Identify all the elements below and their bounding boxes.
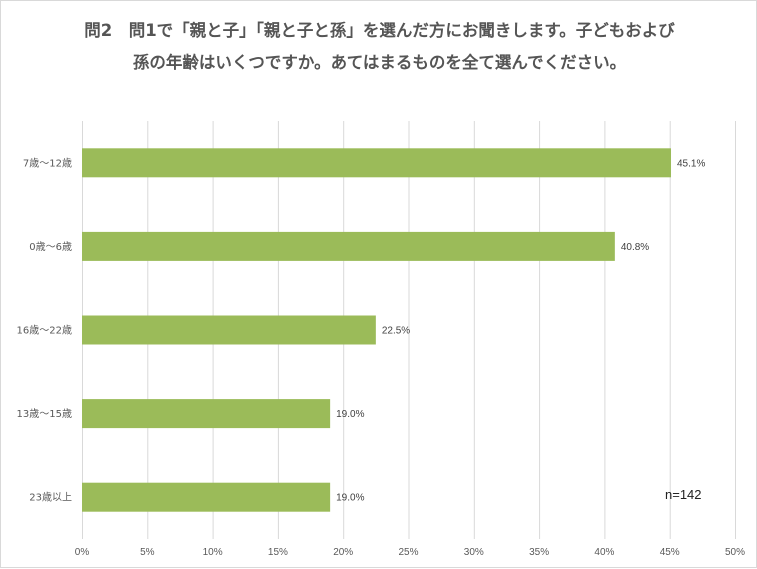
- bar-data-label: 45.1%: [677, 158, 705, 169]
- x-tick-label: 40%: [594, 547, 614, 558]
- x-tick-label: 45%: [660, 547, 680, 558]
- category-label: 23歳以上: [29, 492, 72, 504]
- x-tick-label: 5%: [140, 547, 155, 558]
- chart-title-line-2: 孫の年齢はいくつですか。あてはまるものを全て選んでください。: [132, 53, 627, 72]
- x-tick-label: 20%: [333, 547, 353, 558]
- bar: [82, 315, 376, 345]
- gridlines: [82, 121, 736, 539]
- category-label: 7歳～12歳: [23, 157, 72, 169]
- bar-data-label: 19.0%: [336, 409, 364, 420]
- category-label: 16歳～22歳: [17, 325, 72, 337]
- bar: [82, 148, 672, 178]
- x-tick-label: 0%: [75, 547, 90, 558]
- chart-title-line-1: 問2 問1で「親と子」「親と子と孫」を選んだ方にお聞きします。子どもおよび: [84, 21, 675, 40]
- bar-data-label: 22.5%: [382, 326, 410, 337]
- bar: [82, 399, 331, 429]
- bars: [82, 148, 672, 512]
- bar-data-label: 40.8%: [621, 242, 649, 253]
- chart-title: 問2 問1で「親と子」「親と子と孫」を選んだ方にお聞きします。子どもおよび 孫の…: [1, 15, 757, 79]
- sample-size-annotation: n=142: [665, 487, 702, 502]
- x-tick-label: 10%: [203, 547, 223, 558]
- data-labels: 45.1% 40.8% 22.5% 19.0% 19.0%: [336, 158, 705, 503]
- x-tick-label: 35%: [529, 547, 549, 558]
- x-tick-label: 50%: [725, 547, 745, 558]
- category-label: 13歳～15歳: [17, 408, 72, 420]
- x-tick-label: 30%: [464, 547, 484, 558]
- bar: [82, 482, 331, 512]
- bar-data-label: 19.0%: [336, 493, 364, 504]
- bar: [82, 231, 615, 261]
- category-labels: 7歳～12歳 0歳～6歳 16歳～22歳 13歳～15歳 23歳以上: [17, 157, 72, 503]
- x-tick-label: 25%: [398, 547, 418, 558]
- x-tick-labels: 0% 5% 10% 15% 20% 25% 30% 35% 40% 45% 50%: [75, 547, 745, 558]
- x-tick-label: 15%: [268, 547, 288, 558]
- category-label: 0歳～6歳: [29, 241, 72, 253]
